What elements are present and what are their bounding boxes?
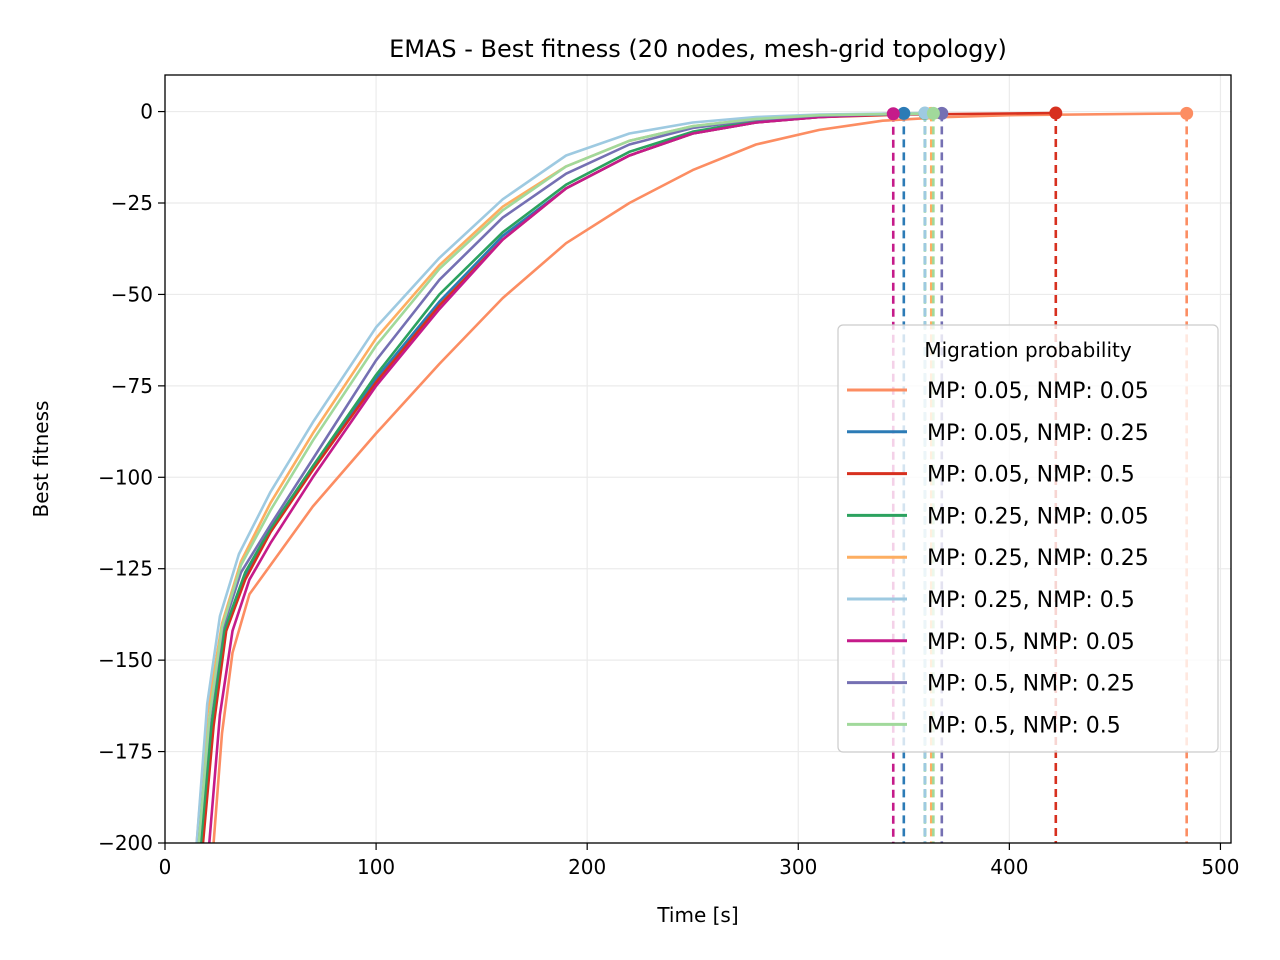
legend-label: MP: 0.05, NMP: 0.25	[927, 421, 1149, 446]
series-line	[199, 112, 925, 844]
x-tick-label: 0	[159, 855, 172, 879]
legend: Migration probability MP: 0.05, NMP: 0.0…	[837, 324, 1219, 753]
series-line	[195, 111, 925, 844]
legend-label: MP: 0.25, NMP: 0.05	[927, 504, 1149, 529]
x-tick-label: 400	[990, 855, 1028, 879]
series-line	[197, 112, 934, 844]
legend-label: MP: 0.5, NMP: 0.25	[927, 672, 1135, 697]
y-tick-label: 0	[140, 100, 153, 124]
y-tick-label: −150	[98, 648, 153, 672]
end-marker	[1180, 106, 1194, 120]
x-axis-label: Time [s]	[656, 903, 738, 927]
legend-label: MP: 0.5, NMP: 0.5	[927, 713, 1121, 738]
x-tick-label: 200	[568, 855, 606, 879]
x-tick-label: 500	[1201, 855, 1239, 879]
series-line	[208, 112, 894, 844]
end-marker	[886, 107, 900, 121]
x-tick-label: 300	[779, 855, 817, 879]
legend-label: MP: 0.25, NMP: 0.25	[927, 546, 1149, 571]
y-tick-label: −75	[111, 374, 153, 398]
y-tick-label: −125	[98, 557, 153, 581]
y-axis-label: Best fitness	[29, 401, 53, 518]
end-marker	[926, 106, 940, 120]
y-tick-label: −175	[98, 740, 153, 764]
legend-label: MP: 0.25, NMP: 0.5	[927, 588, 1135, 613]
plot-frame	[164, 74, 1232, 844]
legend-label: MP: 0.05, NMP: 0.5	[927, 463, 1135, 488]
end-markers-dots	[886, 106, 1194, 121]
end-marker	[1049, 106, 1063, 120]
legend-box	[837, 324, 1219, 753]
legend-label: MP: 0.05, NMP: 0.05	[927, 379, 1149, 404]
y-tick-label: −200	[98, 831, 153, 855]
chart-title: EMAS - Best fitness (20 nodes, mesh-grid…	[389, 35, 1007, 63]
y-tick-label: −25	[111, 191, 153, 215]
legend-items: MP: 0.05, NMP: 0.05 MP: 0.05, NMP: 0.25 MP…	[847, 379, 1149, 738]
end-marker	[897, 106, 911, 120]
axis-ticks: 0 100 200 300 400 500 0 −25 −50 −75 −100 −125 −150 −1…	[98, 100, 1239, 879]
legend-title: Migration probability	[924, 338, 1132, 362]
legend-label: MP: 0.5, NMP: 0.05	[927, 630, 1135, 655]
y-tick-label: −100	[98, 465, 153, 489]
y-tick-label: −50	[111, 282, 153, 306]
x-tick-label: 100	[357, 855, 395, 879]
